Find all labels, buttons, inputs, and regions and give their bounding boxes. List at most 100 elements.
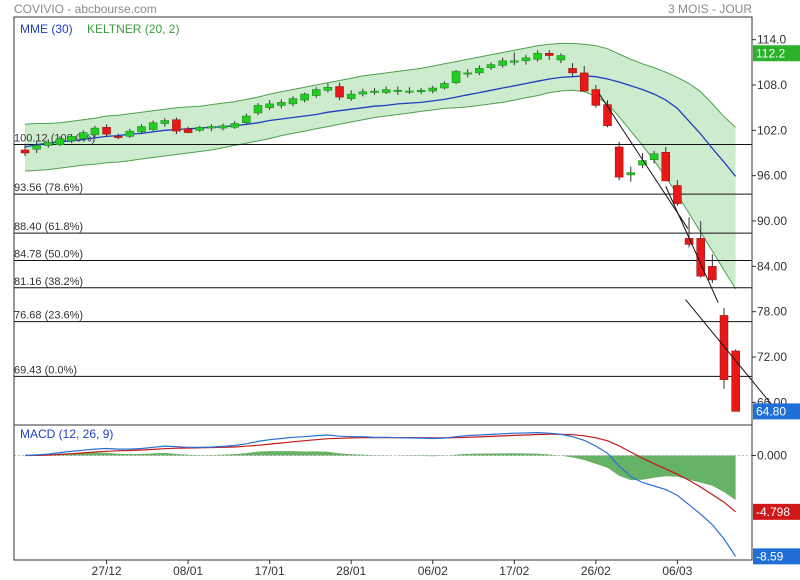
candle	[649, 153, 659, 161]
mme-30-line	[24, 75, 737, 177]
fib-label: 69.43 (0.0%)	[14, 364, 77, 376]
fib-label: 76.68 (23.6%)	[14, 310, 83, 322]
fib-label: 93.56 (78.6%)	[14, 182, 83, 194]
candle	[405, 90, 414, 93]
candle	[242, 115, 251, 124]
y-tick-label: 114.0	[757, 33, 786, 47]
candle	[568, 68, 577, 74]
candle	[67, 136, 76, 142]
keltner-band	[25, 43, 736, 290]
x-tick-label: 08/01	[173, 564, 203, 578]
candle	[486, 64, 496, 68]
candle	[498, 60, 507, 66]
macd-histogram	[25, 451, 736, 500]
legend-mme: MME (30)	[20, 22, 73, 36]
candle	[288, 98, 298, 105]
candle	[312, 89, 321, 96]
x-tick-label: 28/01	[336, 564, 366, 578]
low-price-badge: 64.80	[756, 404, 786, 418]
x-tick-label: 06/02	[418, 564, 448, 578]
candle	[416, 90, 426, 93]
last-price-badge: 112.2	[756, 46, 785, 60]
candle	[137, 126, 146, 133]
fib-label: 100.12 (100.0%)	[14, 133, 95, 145]
candle	[393, 90, 403, 92]
candle	[32, 145, 41, 150]
candle	[323, 87, 333, 91]
candle	[195, 127, 204, 131]
macd-line	[24, 431, 737, 557]
keltner-upper-line	[24, 42, 736, 128]
candle	[591, 89, 601, 106]
trend-line	[665, 186, 719, 303]
chart-source-label: COVIVIO - abcbourse.com	[14, 2, 157, 16]
candle	[614, 146, 624, 178]
candle	[545, 53, 554, 56]
keltner-lower-line	[24, 89, 737, 290]
x-tick-label: 27/12	[92, 564, 122, 578]
trend-line	[598, 93, 689, 229]
macd-value-badge-bg	[753, 548, 800, 565]
candle	[358, 91, 368, 95]
candle	[381, 89, 391, 93]
candle	[556, 55, 566, 61]
candle	[719, 315, 729, 380]
trend-line	[685, 299, 783, 418]
fib-label: 84.78 (50.0%)	[14, 248, 83, 260]
period-label: 3 MOIS - JOUR	[667, 2, 752, 16]
macd-value-badge: -8.59	[756, 549, 784, 563]
candle	[90, 127, 100, 136]
y-tick-label: 72.00	[757, 350, 787, 364]
signal-value-badge-bg	[753, 503, 800, 520]
candle	[125, 130, 135, 137]
candle	[160, 120, 170, 124]
candle	[579, 72, 589, 92]
y-tick-label: 96.00	[757, 169, 787, 183]
x-tick-label: 26/02	[581, 564, 611, 578]
fib-label: 88.40 (61.8%)	[14, 221, 83, 233]
candle	[335, 86, 344, 98]
signal-value-badge: -4.798	[756, 505, 790, 519]
candle	[521, 57, 531, 62]
candle	[20, 149, 30, 154]
candle	[207, 126, 216, 129]
y-tick-label: 102.0	[757, 123, 787, 137]
macd-panel-frame	[13, 424, 753, 561]
candle	[183, 128, 193, 133]
candle	[300, 93, 309, 101]
candle	[44, 142, 53, 146]
candle	[440, 83, 449, 89]
x-tick-label: 06/03	[662, 564, 692, 578]
candle	[510, 60, 519, 63]
y-tick-label: 108.0	[757, 78, 787, 92]
candle	[102, 127, 111, 135]
candle	[451, 71, 461, 83]
candle	[533, 53, 542, 60]
candle	[265, 103, 274, 108]
candle	[696, 238, 705, 277]
candle	[475, 68, 484, 74]
candle	[708, 266, 717, 281]
candle	[626, 172, 636, 176]
candle	[218, 125, 228, 129]
y-tick-label: 90.00	[757, 214, 787, 228]
candle	[428, 87, 437, 92]
candle	[277, 102, 286, 106]
candle	[148, 122, 158, 130]
fib-label: 81.16 (38.2%)	[14, 276, 83, 288]
macd-title: MACD (12, 26, 9)	[20, 427, 113, 441]
candle	[113, 136, 123, 138]
x-tick-label: 17/01	[255, 564, 285, 578]
candle	[253, 105, 263, 114]
candle	[463, 72, 472, 75]
y-tick-label: 78.00	[757, 305, 787, 319]
candle	[370, 90, 379, 93]
candle	[661, 151, 670, 182]
last-price-badge-bg	[753, 45, 800, 62]
candle	[673, 185, 682, 204]
candle	[603, 104, 612, 127]
candle	[731, 350, 740, 412]
y-tick-label: 84.00	[757, 259, 787, 273]
macd-tick-label: 0.000	[757, 449, 787, 463]
